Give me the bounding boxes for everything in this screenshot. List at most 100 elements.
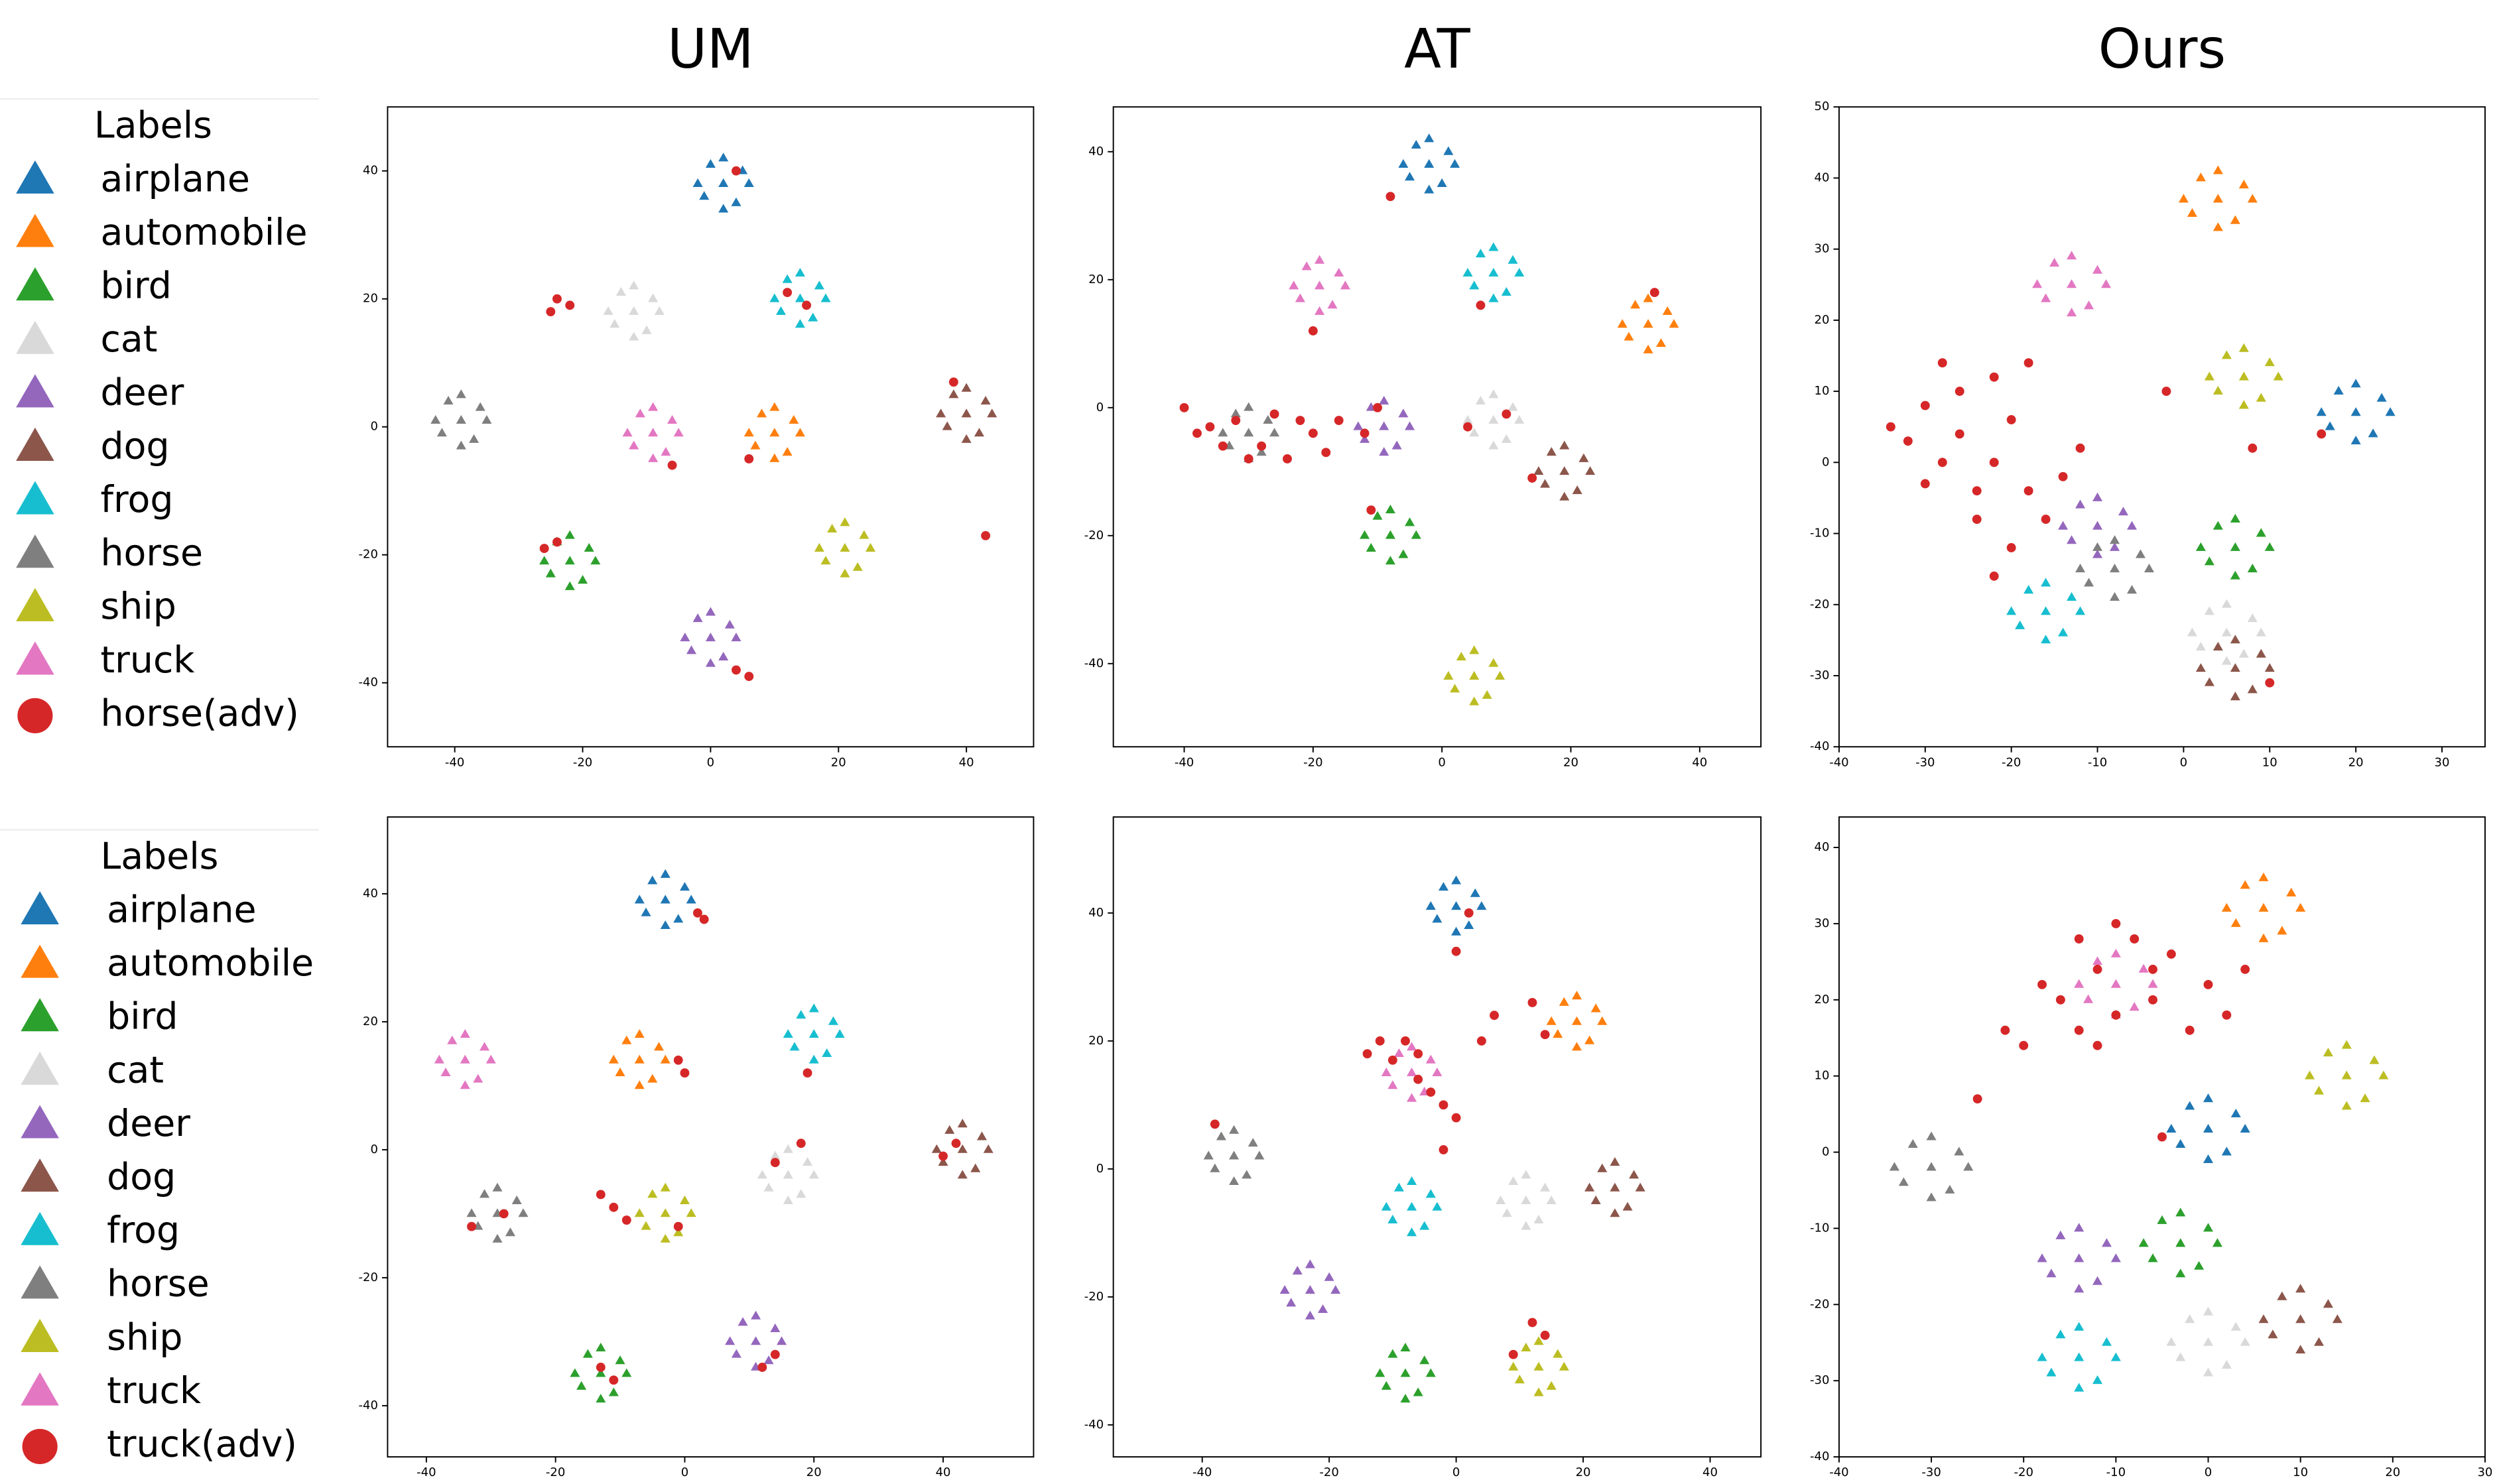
scatter-point xyxy=(2019,1040,2029,1050)
scatter-point xyxy=(705,632,716,642)
scatter-point xyxy=(2074,1223,2084,1232)
scatter-point xyxy=(1508,1176,1519,1186)
scatter-point xyxy=(2238,371,2249,381)
y-tick-label: -40 xyxy=(1810,739,1829,753)
legend-marker xyxy=(21,1265,59,1299)
y-tick-label: 20 xyxy=(1088,1034,1104,1048)
scatter-point xyxy=(1400,1342,1411,1351)
scatter-point xyxy=(938,1157,948,1166)
scatter-point xyxy=(1327,300,1338,309)
scatter-point xyxy=(1546,1016,1557,1025)
scatter-point xyxy=(2204,677,2214,686)
scatter-point xyxy=(2264,357,2275,367)
scatter-point xyxy=(1502,1208,1512,1217)
legend-label: airplane xyxy=(101,158,250,200)
scatter-point xyxy=(1527,473,1537,483)
scatter-point xyxy=(1387,1214,1398,1223)
scatter-point xyxy=(634,1208,645,1217)
scatter-point xyxy=(1315,255,1325,264)
scatter-point xyxy=(2109,535,2120,544)
scatter-point xyxy=(492,1233,503,1243)
scatter-point xyxy=(827,523,838,533)
scatter-point xyxy=(1476,901,1487,910)
scatter-point xyxy=(2203,979,2213,989)
scatter-point xyxy=(777,1336,787,1345)
scatter-point xyxy=(673,1227,684,1237)
scatter-point xyxy=(2175,1268,2186,1278)
scatter-point xyxy=(511,1195,522,1205)
legend-label: ship xyxy=(101,586,176,628)
scatter-point xyxy=(673,428,684,437)
scatter-point xyxy=(505,1227,515,1237)
scatter-point xyxy=(2058,521,2069,530)
legend-marker xyxy=(21,1051,59,1085)
scatter-point xyxy=(1903,436,1913,446)
scatter-point xyxy=(1649,288,1659,298)
scatter-point xyxy=(1597,1163,1608,1172)
scatter-point xyxy=(596,1368,606,1377)
scatter-point xyxy=(1426,1087,1436,1097)
scatter-point xyxy=(621,1368,632,1377)
legend-label: horse xyxy=(107,1263,209,1306)
scatter-point xyxy=(1353,421,1364,430)
scatter-point xyxy=(667,414,678,424)
scatter-point xyxy=(2350,379,2361,388)
scatter-point xyxy=(1366,542,1376,552)
scatter-point xyxy=(1381,1202,1391,1211)
scatter-point xyxy=(2058,471,2068,481)
scatter-point xyxy=(1451,901,1462,910)
legend-label: airplane xyxy=(107,889,256,931)
scatter-point xyxy=(2075,606,2086,615)
scatter-point xyxy=(795,428,805,437)
scatter-point xyxy=(1379,395,1389,405)
scatter-point xyxy=(518,1208,529,1217)
scatter-point xyxy=(2256,627,2266,637)
scatter-point xyxy=(2058,627,2069,637)
scatter-point xyxy=(634,1080,645,1089)
scatter-point xyxy=(1643,344,1653,353)
scatter-point xyxy=(808,1003,819,1013)
scatter-point xyxy=(852,562,863,571)
scatter-point xyxy=(2221,599,2232,608)
scatter-point xyxy=(1456,651,1466,661)
x-tick-label: 0 xyxy=(681,1465,688,1479)
scatter-point xyxy=(2000,1025,2010,1035)
scatter-point xyxy=(808,1029,819,1038)
scatter-point xyxy=(2074,934,2084,944)
scatter-point xyxy=(2110,1352,2121,1361)
scatter-point xyxy=(2317,429,2327,439)
scatter-point xyxy=(1540,1330,1550,1340)
scatter-point xyxy=(1216,1131,1226,1141)
scatter-point xyxy=(2360,1093,2370,1103)
scatter-point xyxy=(648,453,659,462)
scatter-point xyxy=(1424,158,1435,168)
scatter-point xyxy=(1514,1375,1525,1384)
scatter-point xyxy=(840,517,850,526)
legend-label: bird xyxy=(107,996,178,1038)
scatter-point xyxy=(1521,1221,1531,1230)
x-tick-label: -20 xyxy=(2002,755,2021,769)
scatter-point xyxy=(820,556,831,565)
legend-label: frog xyxy=(101,479,174,521)
scatter-point xyxy=(1269,409,1279,419)
scatter-point xyxy=(469,434,480,443)
scatter-point xyxy=(1425,1368,1436,1377)
x-tick-label: 10 xyxy=(2293,1465,2308,1479)
legend-title: Labels xyxy=(94,105,212,147)
scatter-point xyxy=(802,1157,813,1166)
scatter-point xyxy=(2203,1154,2214,1163)
x-tick-label: 40 xyxy=(959,755,974,769)
scatter-point xyxy=(2109,591,2120,601)
scatter-point xyxy=(1464,908,1474,918)
scatter-point xyxy=(653,1042,665,1051)
scatter-point xyxy=(1229,1150,1240,1160)
scatter-point xyxy=(1463,422,1472,432)
scatter-point xyxy=(1488,440,1499,450)
scatter-point xyxy=(1643,293,1653,302)
scatter-point xyxy=(795,267,805,277)
scatter-point xyxy=(1432,1067,1443,1077)
scatter-point xyxy=(2006,543,2016,552)
scatter-point xyxy=(718,651,729,661)
scatter-point xyxy=(1372,511,1383,520)
scatter-point xyxy=(796,1010,806,1019)
